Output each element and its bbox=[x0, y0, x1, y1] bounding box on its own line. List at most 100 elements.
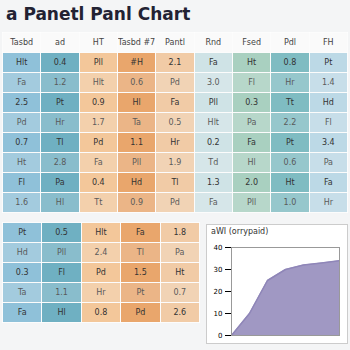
html-text:Pa: Pa bbox=[246, 118, 257, 127]
html-text:Fa: Fa bbox=[93, 158, 103, 167]
html-text:0.3: 0.3 bbox=[15, 268, 29, 277]
html-text:Tasbd #7: Tasbd #7 bbox=[118, 38, 156, 47]
html-text:Pd: Pd bbox=[170, 78, 180, 87]
html-text:Pdl: Pdl bbox=[283, 38, 296, 47]
html-text:Tt: Tt bbox=[285, 98, 294, 107]
html-text:Fa: Fa bbox=[17, 308, 27, 317]
html-text:0.4: 0.4 bbox=[92, 178, 105, 187]
html-text:1.2: 1.2 bbox=[53, 78, 67, 87]
html-text:Hl: Hl bbox=[57, 308, 66, 317]
svg-text:10: 10 bbox=[214, 310, 223, 318]
html-text:0.5: 0.5 bbox=[168, 118, 182, 127]
html-text:Pa: Pa bbox=[323, 158, 333, 167]
html-text:Hlt: Hlt bbox=[92, 78, 104, 87]
html-text:1.6: 1.6 bbox=[15, 198, 28, 207]
html-text:2.8: 2.8 bbox=[53, 158, 67, 167]
html-text:1.7: 1.7 bbox=[92, 118, 105, 127]
html-text:HT: HT bbox=[92, 38, 104, 47]
html-text:Hd: Hd bbox=[16, 248, 28, 257]
html-text:Pt: Pt bbox=[324, 58, 333, 67]
html-text:Pd: Pd bbox=[170, 198, 180, 207]
html-text:a Panetl Panl Chart: a Panetl Panl Chart bbox=[6, 4, 191, 24]
html-text:Pll: Pll bbox=[247, 198, 257, 207]
html-text:Fa: Fa bbox=[170, 98, 180, 107]
html-text:#H: #H bbox=[130, 58, 143, 67]
html-text:Ht: Ht bbox=[247, 58, 257, 67]
html-text:0.3: 0.3 bbox=[245, 98, 258, 107]
html-text:1.8: 1.8 bbox=[173, 228, 187, 237]
html-text:Pt: Pt bbox=[18, 228, 27, 237]
html-text:Hr: Hr bbox=[55, 118, 65, 127]
html-text:0.8: 0.8 bbox=[283, 58, 297, 67]
html-text:1.5: 1.5 bbox=[134, 268, 147, 277]
html-text:1.9: 1.9 bbox=[168, 158, 182, 167]
html-text:0.6: 0.6 bbox=[283, 158, 297, 167]
html-text:Hl: Hl bbox=[247, 158, 256, 167]
html-text:Ht: Ht bbox=[285, 178, 295, 187]
html-text:Pd: Pd bbox=[16, 118, 27, 127]
html-text:Pd: Pd bbox=[93, 138, 104, 147]
html-text:Fa: Fa bbox=[208, 58, 218, 67]
html-text:Pll: Pll bbox=[56, 248, 67, 257]
html-text:Hr: Hr bbox=[96, 288, 106, 297]
html-text:Fa: Fa bbox=[136, 228, 145, 237]
html-text:3.0: 3.0 bbox=[206, 78, 220, 87]
html-text:Hr: Hr bbox=[285, 78, 295, 87]
html-text:3.4: 3.4 bbox=[321, 138, 335, 147]
html-text:Fa: Fa bbox=[247, 138, 256, 147]
html-text:1.3: 1.3 bbox=[206, 178, 220, 187]
html-text:Ta: Ta bbox=[18, 288, 27, 297]
html-text:Ht: Ht bbox=[17, 158, 27, 167]
svg-text:0: 0 bbox=[218, 332, 222, 340]
html-text:Hd: Hd bbox=[322, 98, 334, 107]
html-text:Ta: Ta bbox=[132, 118, 141, 127]
html-text:Pt: Pt bbox=[136, 288, 145, 297]
html-text:0.9: 0.9 bbox=[92, 98, 105, 107]
html-text:Fa: Fa bbox=[208, 198, 218, 207]
html-text:Pa: Pa bbox=[55, 178, 65, 187]
html-text:Tt: Tt bbox=[94, 198, 103, 207]
html-text:Pd: Pd bbox=[96, 268, 106, 277]
html-text:2.1: 2.1 bbox=[168, 58, 182, 67]
html-text:2.2: 2.2 bbox=[283, 118, 297, 127]
html-text:1.4: 1.4 bbox=[321, 78, 335, 87]
html-text:Pll: Pll bbox=[132, 158, 142, 167]
html-text:2.0: 2.0 bbox=[245, 178, 258, 187]
html-text:Rnd: Rnd bbox=[205, 38, 222, 47]
html-text:Fa: Fa bbox=[323, 178, 333, 187]
html-text:Hr: Hr bbox=[170, 138, 180, 147]
svg-text:30: 30 bbox=[214, 266, 223, 274]
html-text:0.5: 0.5 bbox=[55, 228, 68, 237]
svg-text:20: 20 bbox=[214, 288, 223, 296]
html-text:FH: FH bbox=[323, 38, 334, 47]
svg-text:40: 40 bbox=[214, 244, 223, 252]
html-text:Hlt: Hlt bbox=[95, 228, 107, 237]
html-text:0.4: 0.4 bbox=[53, 58, 67, 67]
html-text:Pa: Pa bbox=[175, 248, 185, 257]
html-text:Hl: Hl bbox=[55, 198, 65, 207]
html-text:0.2: 0.2 bbox=[206, 138, 220, 147]
html-text:Tasbd: Tasbd bbox=[10, 38, 34, 47]
html-text:2.5: 2.5 bbox=[15, 98, 28, 107]
html-text:0.7: 0.7 bbox=[15, 138, 28, 147]
html-text:0.7: 0.7 bbox=[173, 288, 187, 297]
html-text:Pll: Pll bbox=[208, 98, 218, 107]
html-text:1.1: 1.1 bbox=[55, 288, 68, 297]
html-text:1.1: 1.1 bbox=[130, 138, 143, 147]
html-text:Pantl: Pantl bbox=[165, 38, 185, 47]
html-text:Ht: Ht bbox=[175, 268, 185, 277]
html-text:0.6: 0.6 bbox=[130, 78, 143, 87]
html-text:1.0: 1.0 bbox=[283, 198, 297, 207]
html-text:Hr: Hr bbox=[323, 198, 333, 207]
html-text:Td: Td bbox=[208, 158, 219, 167]
html-text:ad: ad bbox=[55, 38, 65, 47]
html-text:Fa: Fa bbox=[17, 78, 26, 87]
html-text:Hlt: Hlt bbox=[207, 118, 219, 127]
html-text:2.4: 2.4 bbox=[94, 248, 108, 257]
html-text:0.9: 0.9 bbox=[130, 198, 143, 207]
html-text:Pll: Pll bbox=[93, 58, 103, 67]
html-text:Fsed: Fsed bbox=[242, 38, 261, 47]
html-text:Hd: Hd bbox=[131, 178, 143, 187]
html-text:Hlt: Hlt bbox=[16, 58, 28, 67]
html-text:Hl: Hl bbox=[132, 98, 141, 107]
